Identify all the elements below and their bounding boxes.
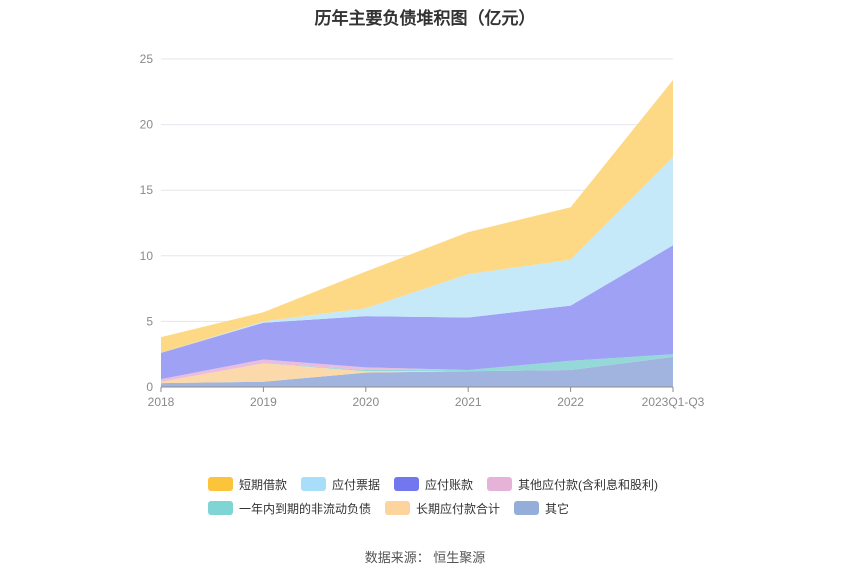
legend-swatch (514, 501, 540, 515)
y-tick-label: 10 (140, 249, 154, 263)
legend-swatch (301, 477, 327, 491)
legend-label: 一年内到期的非流动负债 (239, 501, 372, 516)
chart-legend: 短期借款 应付票据 应付账款 其他应付款(含利息和股利) 一年内到期的非流动负债 长期应… (208, 472, 728, 520)
x-tick-label: 2020 (352, 395, 379, 409)
series-area (161, 356, 673, 384)
stacked-area-chart: 0 5 10 15 20 25 2018 2019 2020 2021 2022 2023Q1-Q3 (140, 52, 705, 409)
y-tick-label: 20 (140, 118, 154, 132)
series-area (161, 354, 673, 382)
legend-item[interactable]: 应付账款 (394, 476, 473, 493)
legend-item[interactable]: 一年内到期的非流动负债 (208, 500, 371, 517)
y-tick-label: 0 (146, 380, 153, 394)
legend-swatch (208, 501, 233, 515)
legend-item[interactable]: 应付票据 (301, 476, 380, 493)
legend-label: 其他应付款(含利息和股利) (518, 477, 659, 492)
legend-swatch (208, 477, 233, 491)
x-tick-label: 2023Q1-Q3 (642, 395, 705, 409)
legend-item[interactable]: 其他应付款(含利息和股利) (487, 476, 658, 493)
chart-title: 历年主要负债堆积图（亿元） (314, 9, 536, 28)
legend-label: 长期应付款合计 (416, 501, 501, 516)
legend-label: 应付票据 (332, 477, 381, 492)
y-tick-label: 15 (140, 183, 154, 197)
legend-swatch (385, 501, 411, 515)
y-tick-label: 5 (146, 314, 153, 328)
legend-label: 其它 (545, 501, 570, 516)
series-area (161, 157, 673, 353)
legend-row: 一年内到期的非流动负债 长期应付款合计 其它 (208, 496, 728, 520)
series-area (161, 356, 673, 387)
legend-label: 短期借款 (239, 477, 288, 492)
x-tick-label: 2021 (455, 395, 482, 409)
legend-item[interactable]: 短期借款 (208, 476, 287, 493)
legend-row: 短期借款 应付票据 应付账款 其他应付款(含利息和股利) (208, 472, 728, 496)
y-tick-label: 25 (140, 52, 154, 66)
legend-label: 应付账款 (425, 477, 474, 492)
legend-swatch (487, 477, 513, 491)
legend-swatch (394, 477, 420, 491)
series-area (161, 79, 673, 353)
series-area (161, 245, 673, 380)
x-tick-label: 2019 (250, 395, 277, 409)
data-source-note: 数据来源： 恒生聚源 (364, 550, 486, 565)
legend-item[interactable]: 长期应付款合计 (385, 500, 500, 517)
x-tick-label: 2018 (148, 395, 175, 409)
legend-item[interactable]: 其它 (514, 500, 569, 517)
x-tick-label: 2022 (557, 395, 584, 409)
